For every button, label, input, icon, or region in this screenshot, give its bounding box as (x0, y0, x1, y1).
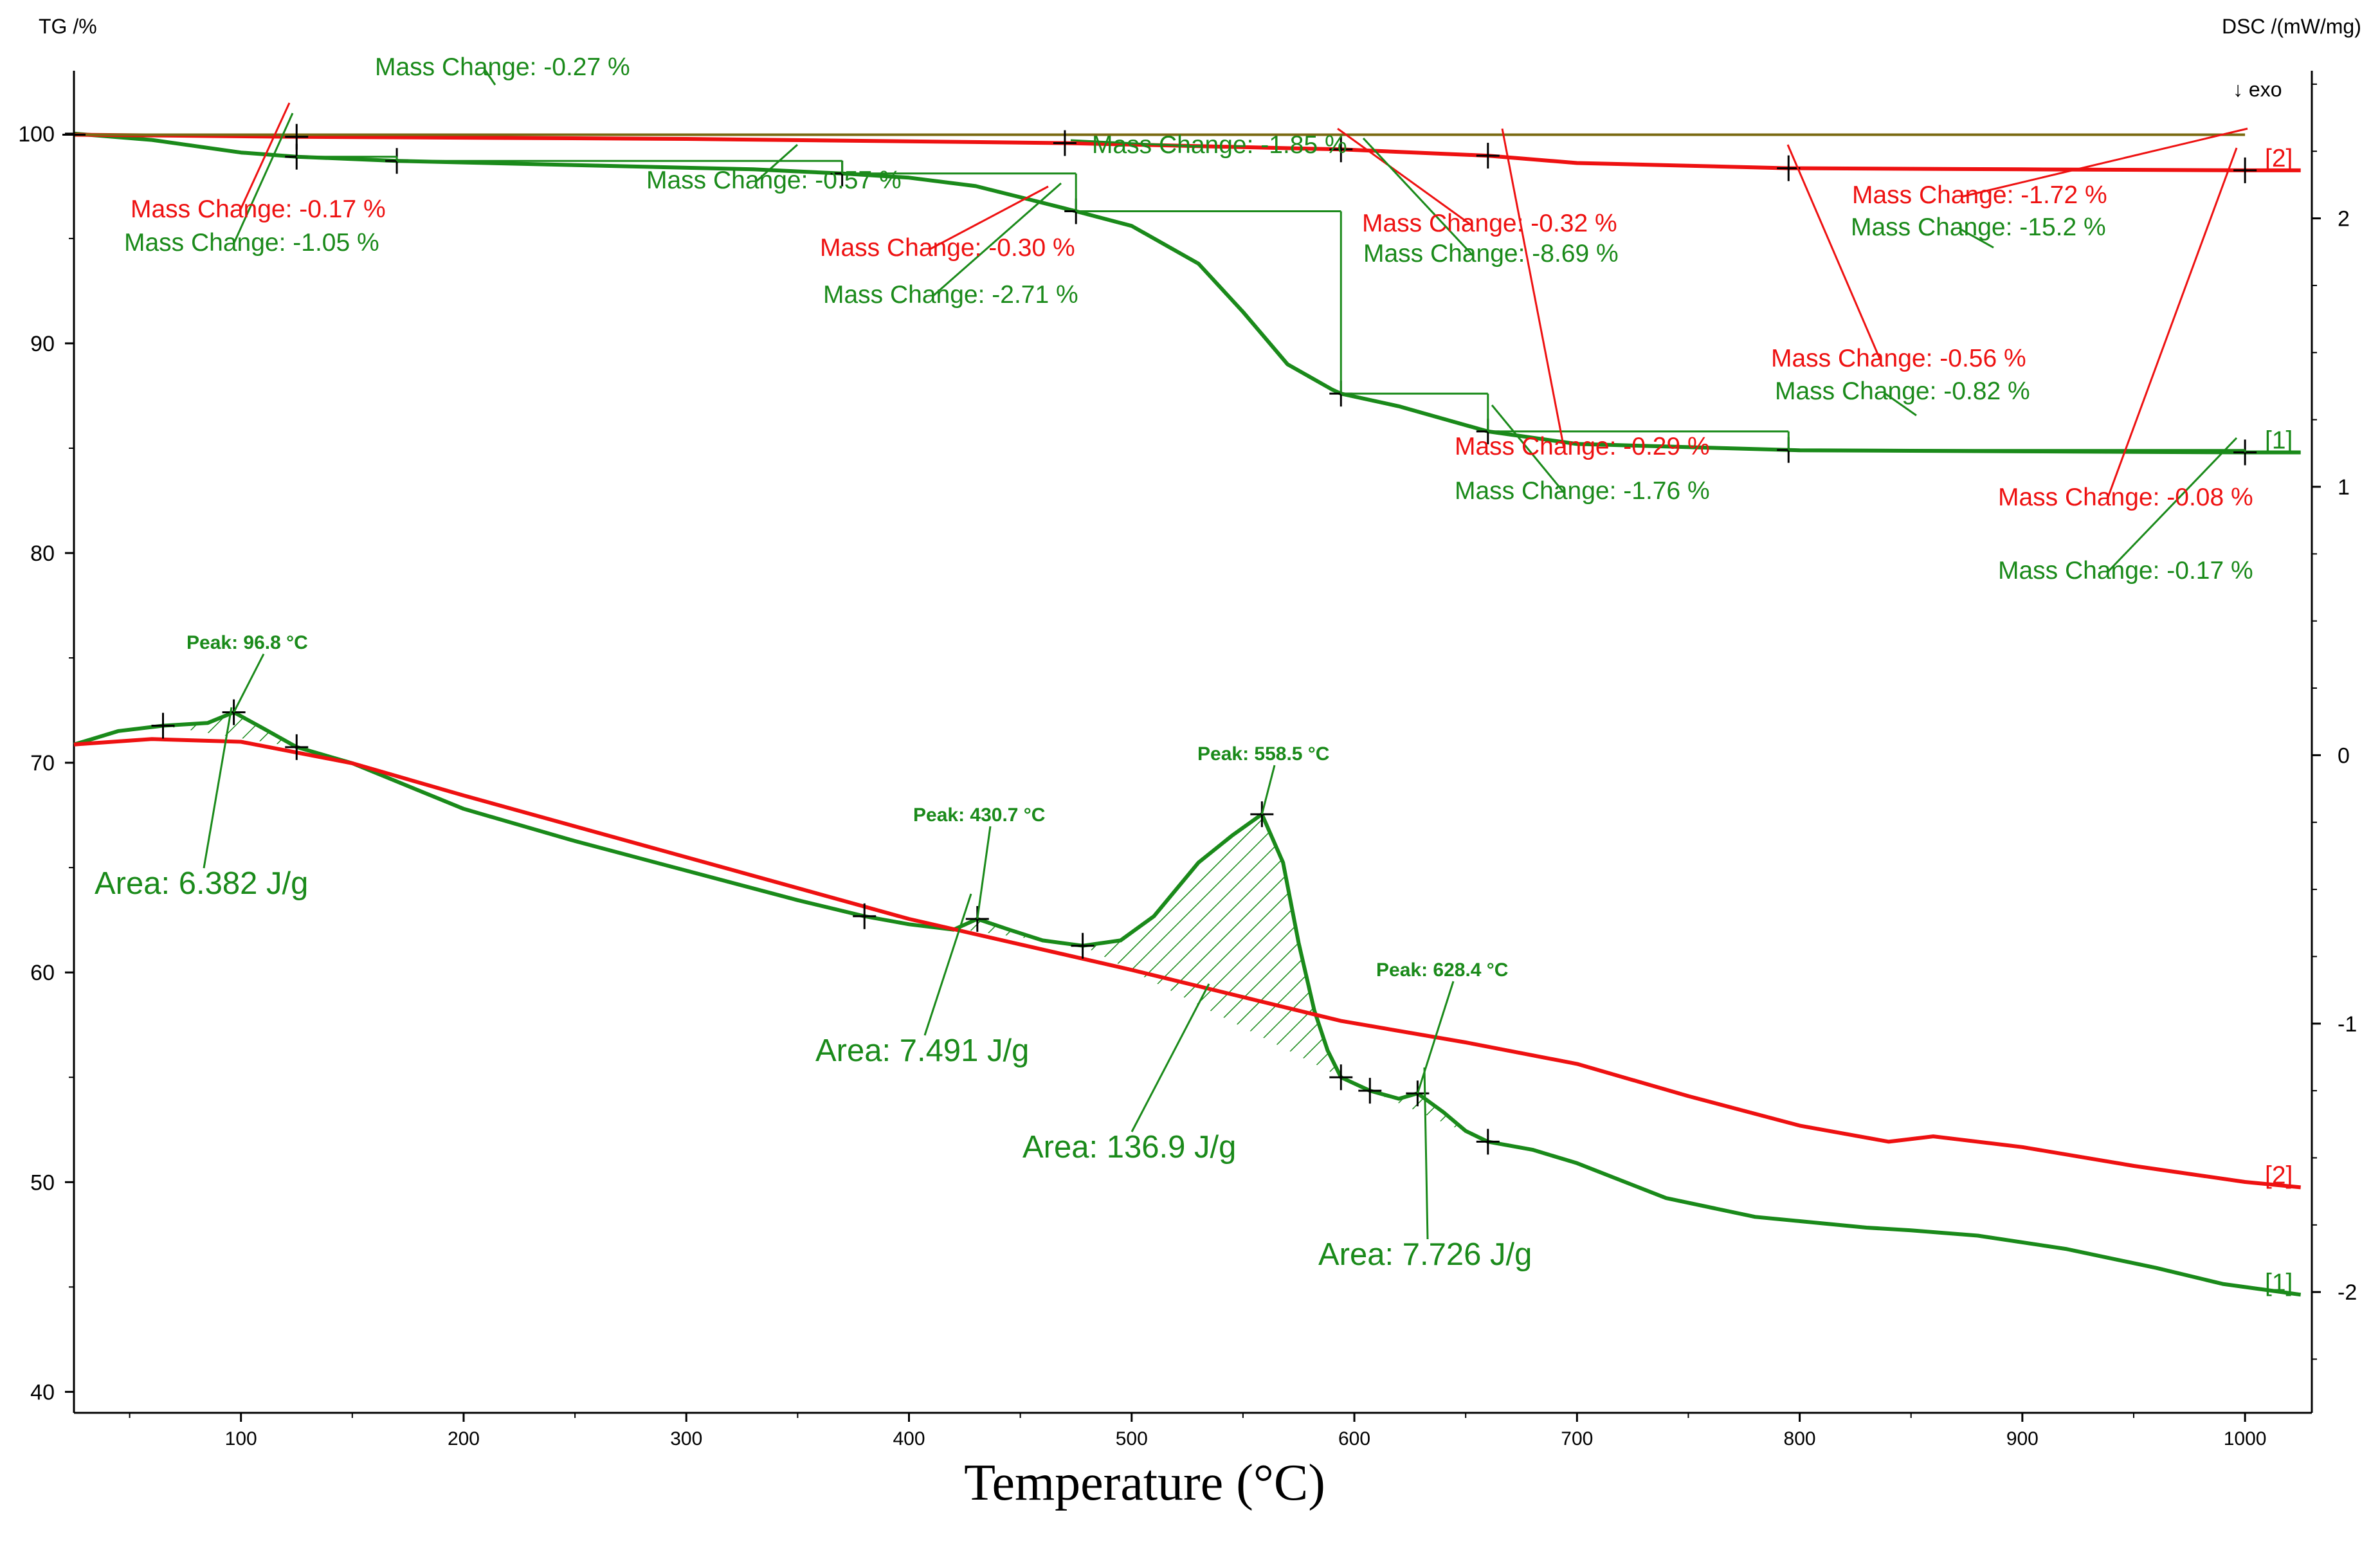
area-label: Area: 7.726 J/g (1318, 1237, 1532, 1272)
x-tick-label: 600 (1338, 1428, 1370, 1449)
mass-change-leader (232, 113, 294, 245)
x-tick-label: 800 (1784, 1428, 1816, 1449)
x-tick-label: 500 (1116, 1428, 1148, 1449)
mass-change-leader (1362, 137, 1474, 257)
y-left-tick-label: 50 (30, 1170, 55, 1195)
mass-change-label: Mass Change: -1.72 % (1852, 181, 2107, 209)
mass-change-leader (1501, 128, 1565, 449)
peak-leader (1416, 981, 1455, 1094)
series-line (73, 710, 2302, 1297)
y-left-tick-label: 60 (30, 961, 55, 985)
x-tick-label: 200 (448, 1428, 480, 1449)
mass-change-label: Mass Change: -2.71 % (823, 281, 1078, 309)
y-left-tick-label: 80 (30, 541, 55, 566)
x-tick-label: 100 (225, 1428, 257, 1449)
peak-label: Peak: 628.4 °C (1376, 959, 1508, 981)
y-left-unit-label: TG /% (39, 15, 97, 38)
area-leader (1131, 983, 1210, 1132)
peak-leader (1260, 765, 1276, 815)
mass-change-leader (1786, 144, 1882, 361)
mass-change-leader (239, 102, 291, 212)
y-left-tick-label: 70 (30, 751, 55, 776)
area-label: Area: 136.9 J/g (1022, 1130, 1236, 1165)
y-right-tick-label: 1 (2338, 475, 2350, 500)
peak-area-hatch (1082, 814, 1341, 1078)
annotation-labels: [1] [2] [1] [2] Mass Change: -0.27 % Mass Cha… (95, 53, 2293, 1296)
y-right-tick-label: -1 (2338, 1012, 2357, 1037)
x-axis-title: Temperature (°C) (964, 1455, 1325, 1511)
mass-change-leader (1337, 127, 1472, 226)
mass-change-leader (2106, 437, 2238, 574)
peak-area-hatch (1370, 1091, 1488, 1142)
mass-change-leader (1959, 228, 1994, 249)
y-right-unit-label: DSC /(mW/mg) (2222, 15, 2361, 38)
y-right-tick-label: 2 (2338, 207, 2350, 232)
mass-change-leader (1070, 139, 1202, 148)
peak-label: Peak: 96.8 °C (186, 632, 308, 653)
mass-change-label: Mass Change: -0.32 % (1362, 210, 1617, 237)
series-tag-label: [1] (2265, 426, 2293, 454)
mass-change-label: Mass Change: -0.57 % (646, 167, 902, 194)
mass-change-label: Mass Change: -0.17 % (1998, 557, 2253, 585)
series (73, 131, 2302, 1297)
leader-lines (203, 68, 2248, 1240)
mass-change-leader (1491, 404, 1565, 493)
y-left-tick-label: 100 (18, 122, 55, 147)
series-tag-label: [2] (2265, 145, 2293, 172)
mass-change-label: Mass Change: -8.69 % (1363, 240, 1619, 268)
mass-change-leader (929, 185, 1049, 251)
exo-label: ↓ exo (2233, 78, 2282, 101)
mass-change-label: Mass Change: -0.17 % (131, 195, 386, 223)
mass-change-label: Mass Change: -0.30 % (820, 234, 1075, 262)
mass-change-label: Mass Change: -15.2 % (1851, 213, 2106, 241)
y-right-tick-label: -2 (2338, 1280, 2357, 1305)
x-tick-label: 1000 (2224, 1428, 2267, 1449)
mass-change-leader (483, 68, 496, 86)
mass-change-leader (755, 143, 798, 183)
area-leader (923, 893, 972, 1036)
series-tag-label: [2] (2265, 1161, 2293, 1189)
mass-change-label: Mass Change: -1.85 % (1092, 131, 1347, 159)
peak-areas (163, 712, 1488, 1142)
y-left-tick-label: 90 (30, 332, 55, 356)
x-tick-label: 700 (1561, 1428, 1593, 1449)
peak-label: Peak: 430.7 °C (913, 804, 1045, 826)
peak-label: Peak: 558.5 °C (1197, 743, 1329, 765)
mass-change-label: Mass Change: -0.27 % (375, 53, 630, 81)
peak-leader (233, 653, 265, 713)
peak-leader (976, 826, 992, 920)
x-tick-label: 300 (670, 1428, 702, 1449)
mass-change-label: Mass Change: -1.05 % (124, 229, 379, 257)
area-leader (1423, 1067, 1429, 1240)
mass-change-label: Mass Change: -0.56 % (1771, 345, 2026, 372)
y-left-tick-label: 40 (30, 1380, 55, 1404)
area-leader (203, 707, 233, 869)
peak-area-hatch (163, 712, 297, 747)
axes (73, 71, 2313, 1414)
series-line (73, 737, 2301, 1190)
series-tag-label: [1] (2265, 1269, 2293, 1296)
mass-change-leader (2106, 147, 2238, 500)
y-right-tick-label: 0 (2338, 743, 2350, 768)
mass-change-label: Mass Change: -1.76 % (1455, 477, 1710, 505)
mass-change-leader (1961, 127, 2248, 198)
area-label: Area: 6.382 J/g (95, 866, 308, 901)
step-markers (62, 122, 2257, 1155)
x-tick-label: 400 (893, 1428, 925, 1449)
area-label: Area: 7.491 J/g (815, 1033, 1029, 1068)
mass-change-leader (1884, 392, 1917, 417)
mass-change-label: Mass Change: -0.08 % (1998, 484, 2253, 511)
mass-change-label: Mass Change: -0.29 % (1455, 433, 1710, 460)
mass-change-leader (932, 182, 1062, 298)
x-tick-label: 900 (2006, 1428, 2039, 1449)
ticks: 100 200 300 400 500 600 700 800 900 1000100908070… (18, 83, 2357, 1449)
mass-change-label: Mass Change: -0.82 % (1775, 377, 2030, 405)
